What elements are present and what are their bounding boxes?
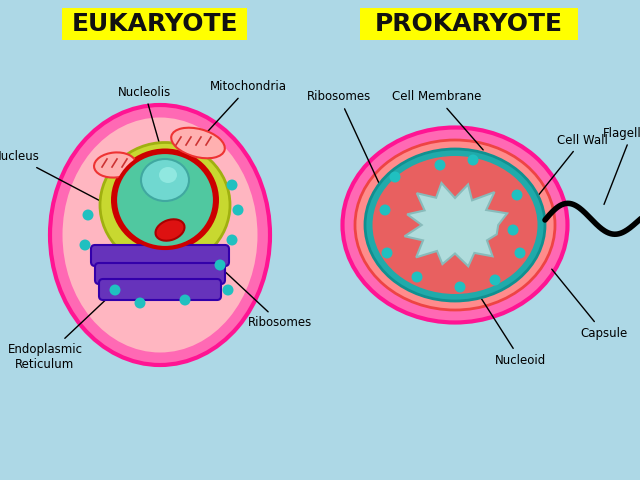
FancyBboxPatch shape [99, 279, 221, 300]
FancyBboxPatch shape [91, 245, 229, 266]
Text: EUKARYOTE: EUKARYOTE [72, 12, 238, 36]
Text: Mitochondria: Mitochondria [200, 81, 287, 140]
Ellipse shape [109, 285, 120, 296]
Ellipse shape [435, 159, 445, 170]
Text: Cell Wall: Cell Wall [539, 133, 608, 195]
Ellipse shape [372, 156, 538, 294]
Ellipse shape [111, 148, 219, 252]
Ellipse shape [223, 285, 234, 296]
Ellipse shape [159, 167, 177, 183]
Ellipse shape [79, 240, 90, 251]
Text: Endoplasmic
Reticulum: Endoplasmic Reticulum [8, 277, 130, 371]
Text: Nucleoid: Nucleoid [467, 276, 547, 367]
Ellipse shape [141, 159, 189, 201]
Ellipse shape [134, 298, 145, 309]
FancyBboxPatch shape [62, 8, 247, 40]
Ellipse shape [490, 275, 500, 286]
Ellipse shape [380, 204, 390, 216]
Ellipse shape [342, 128, 568, 323]
Ellipse shape [214, 260, 225, 271]
Ellipse shape [467, 155, 479, 166]
Text: Flagellum: Flagellum [603, 127, 640, 204]
Ellipse shape [83, 209, 93, 220]
Text: Cell Membrane: Cell Membrane [392, 91, 483, 150]
Text: PROKARYOTE: PROKARYOTE [375, 12, 563, 36]
Ellipse shape [179, 295, 191, 305]
Text: Nucleolis: Nucleolis [118, 85, 172, 160]
FancyBboxPatch shape [360, 8, 578, 40]
Ellipse shape [50, 105, 270, 365]
Polygon shape [404, 183, 507, 266]
Ellipse shape [63, 118, 257, 352]
Ellipse shape [390, 171, 401, 182]
Ellipse shape [355, 140, 555, 310]
Ellipse shape [365, 149, 545, 301]
Ellipse shape [171, 128, 225, 158]
Text: Ribosomes: Ribosomes [222, 269, 312, 329]
Ellipse shape [515, 248, 525, 259]
Ellipse shape [412, 272, 422, 283]
Ellipse shape [381, 248, 392, 259]
FancyBboxPatch shape [95, 263, 225, 284]
Ellipse shape [156, 219, 184, 240]
Ellipse shape [227, 180, 237, 191]
Ellipse shape [511, 190, 522, 201]
Ellipse shape [227, 235, 237, 245]
Ellipse shape [232, 204, 243, 216]
Ellipse shape [94, 153, 136, 178]
Ellipse shape [100, 143, 230, 267]
Text: Nucleus: Nucleus [0, 151, 106, 204]
Ellipse shape [115, 152, 215, 248]
Ellipse shape [508, 225, 518, 236]
Text: Ribosomes: Ribosomes [307, 91, 389, 204]
Ellipse shape [454, 281, 465, 292]
Text: Capsule: Capsule [552, 269, 627, 339]
